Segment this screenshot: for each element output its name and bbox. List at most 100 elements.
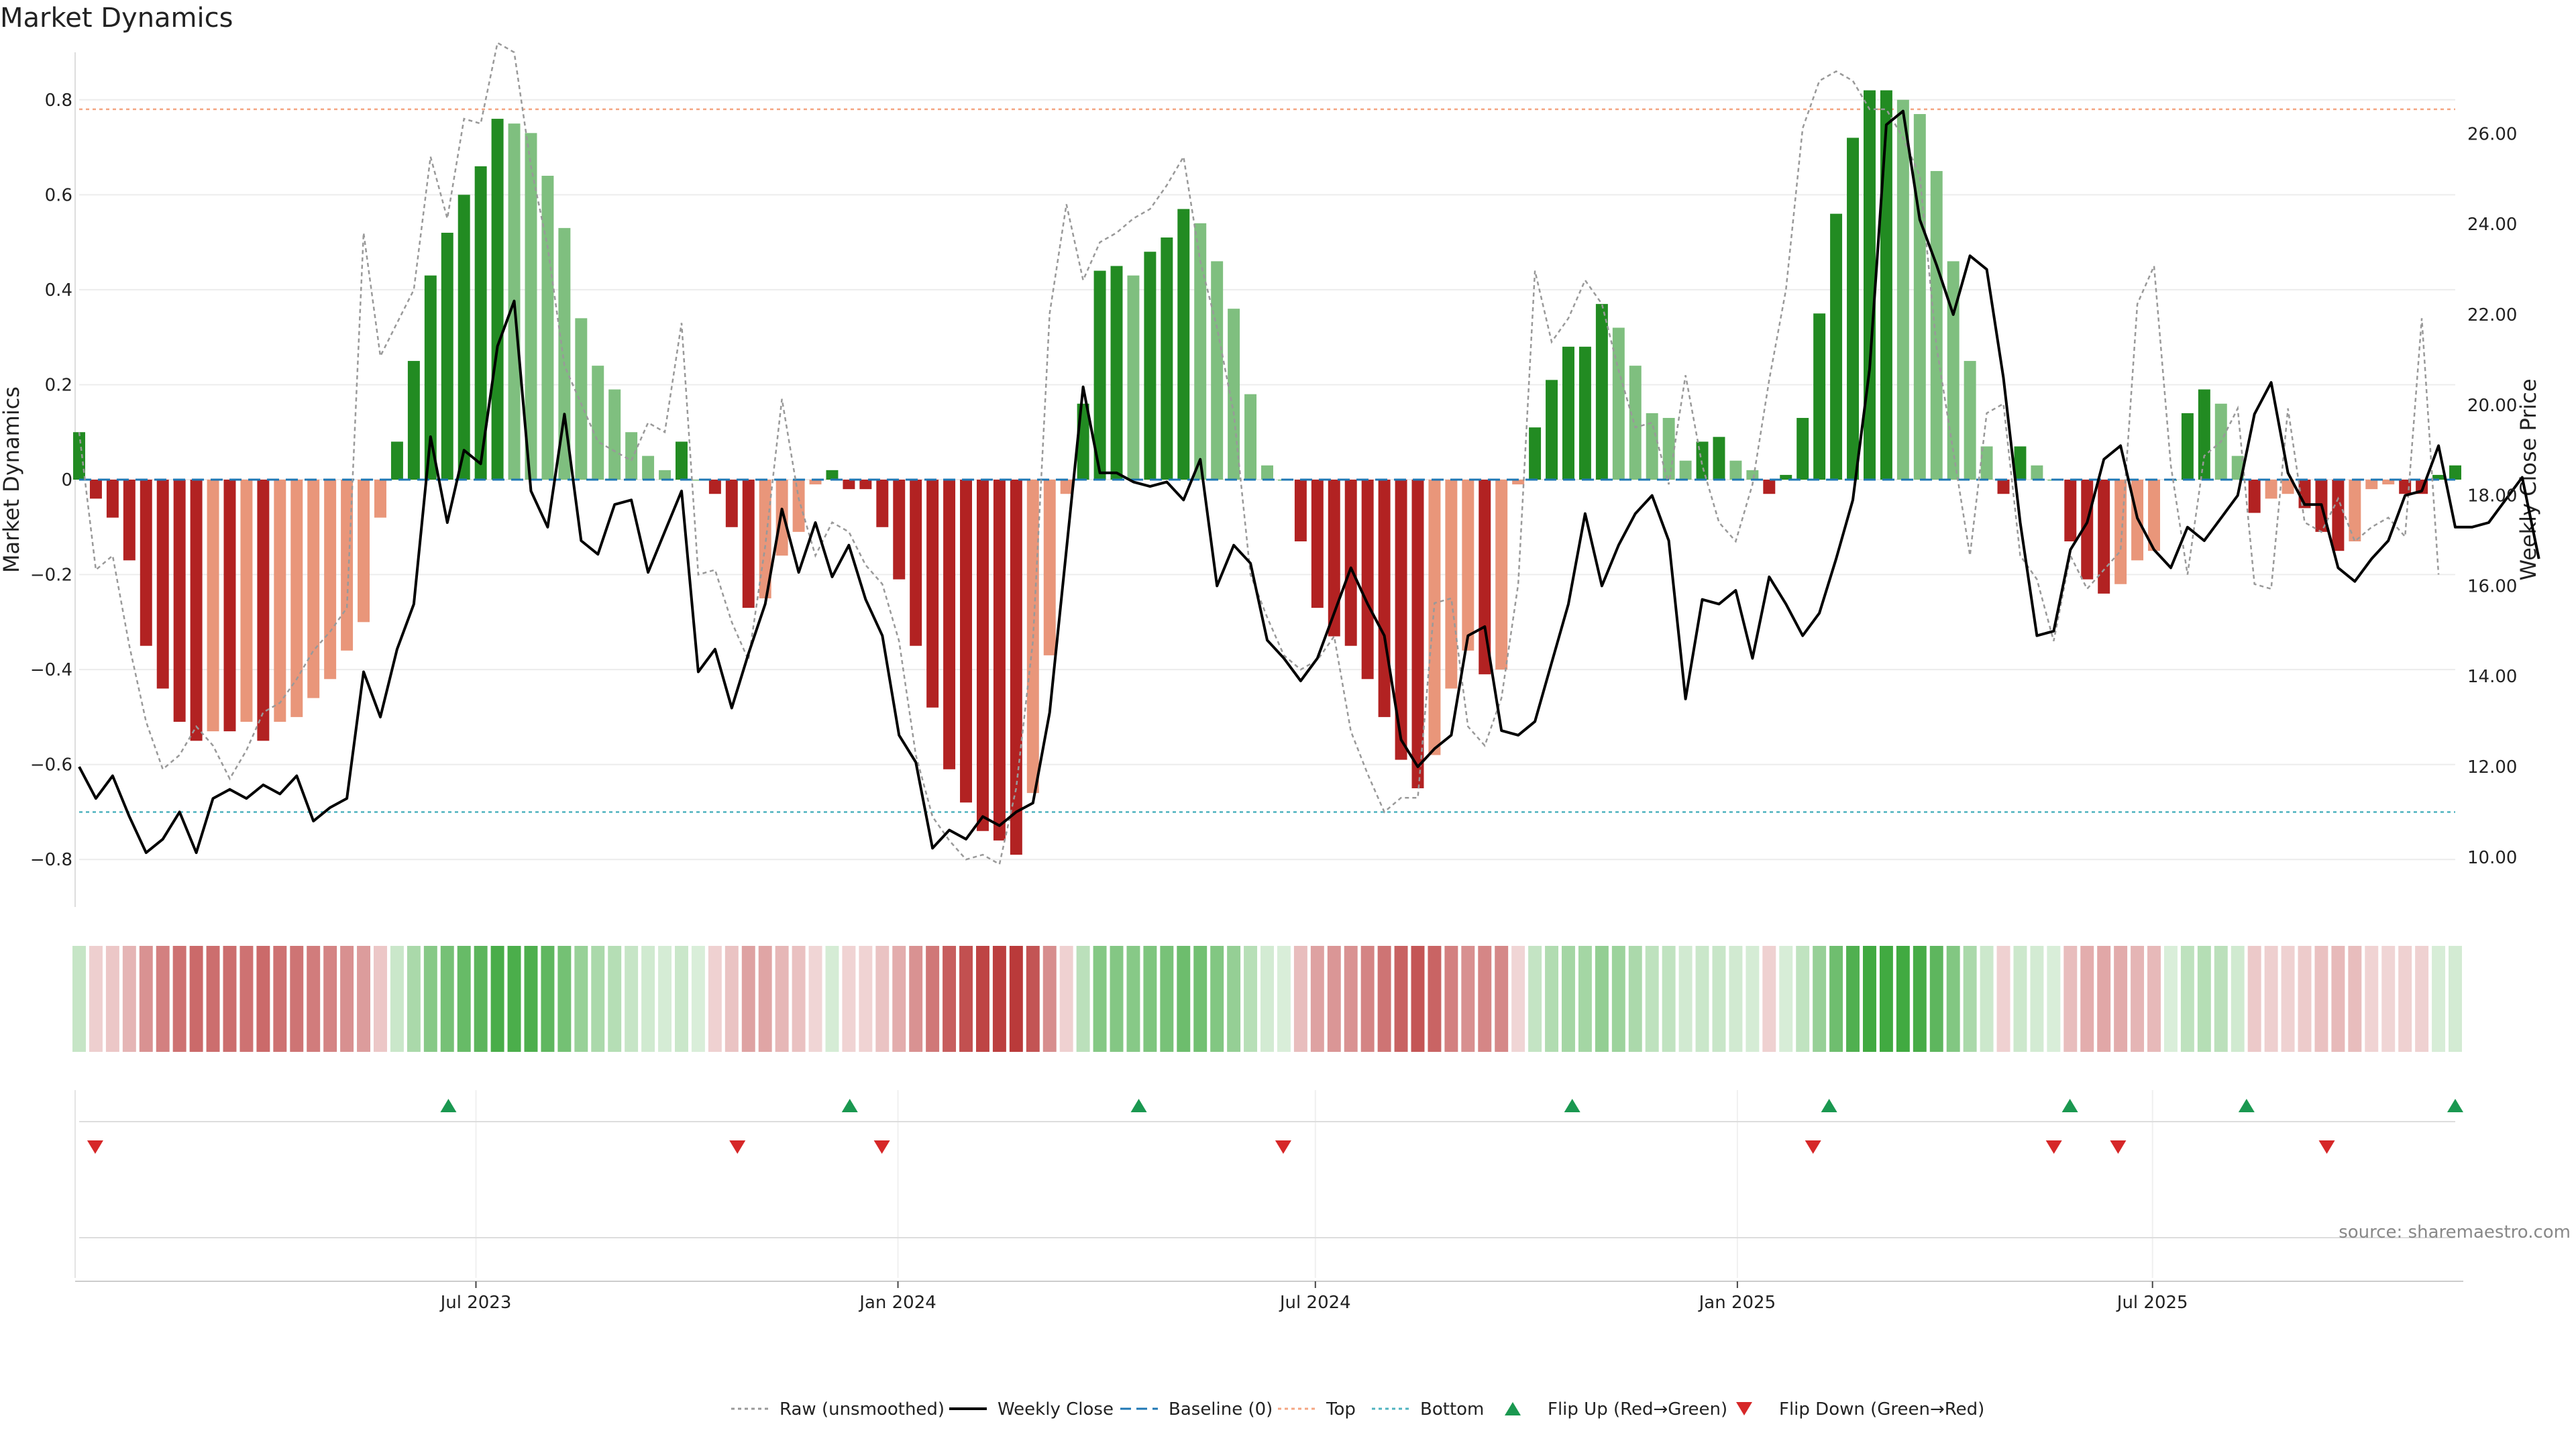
dynamics-bar [290,480,303,717]
weekly-close-series [78,109,2540,855]
regime-strip-cell [1210,946,1224,1052]
legend-label: Flip Down (Green→Red) [1779,1399,1984,1419]
regime-strip-cell [290,946,304,1052]
regime-strip-cell [1193,946,1208,1052]
regime-strip-cell [1678,946,1693,1052]
y-tick-label-left: −0.6 [30,755,72,775]
regime-strip-cell [172,946,186,1052]
dynamics-bar [2248,480,2261,513]
regime-strip-cell [2348,946,2362,1052]
regime-strip-cell [1143,946,1157,1052]
regime-strip-cell [1695,946,1709,1052]
dynamics-bar [73,432,85,480]
regime-strip-cell [541,946,555,1052]
regime-strip-cell [1980,946,1994,1052]
flip-up-marker [1130,1099,1147,1112]
regime-strip-cell [2080,946,2094,1052]
weekly-close-line [78,109,2540,855]
regime-strip-cell [507,946,521,1052]
regime-strip-cell [307,946,321,1052]
regime-strip-cell [825,946,839,1052]
dynamics-bar [1896,99,1909,480]
regime-strip-cell [1059,946,1073,1052]
regime-strip-cell [574,946,588,1052]
dynamics-bar [2432,474,2445,480]
dynamics-bar [659,470,672,480]
y-axis-label-left: Market Dynamics [0,386,24,573]
regime-strip-cell [1411,946,1425,1052]
dynamics-bar [1311,480,1324,608]
regime-strip-cell [1813,946,1827,1052]
x-tick-label: Jul 2025 [2116,1293,2188,1313]
dynamics-bar [1161,237,1173,480]
dynamics-bar [1177,209,1190,480]
regime-strip-cell [2264,946,2278,1052]
regime-strip-cell [1528,946,1542,1052]
regime-strip-cell [2231,946,2245,1052]
dynamics-bar [1344,480,1357,646]
dynamics-bar [1612,327,1625,480]
dynamics-bar [708,480,721,494]
dynamics-bar [893,480,906,580]
legend-label: Raw (unsmoothed) [780,1399,945,1419]
dynamics-bar [1445,480,1458,689]
dynamics-bar [2031,465,2043,480]
dynamics-bar [358,480,370,623]
y-tick-label-right: 16.00 [2467,576,2517,596]
y-tick-label-left: −0.8 [30,850,72,870]
dynamics-bar [307,480,320,698]
regime-strip-cell [557,946,572,1052]
flip-down-marker [2110,1140,2127,1154]
dynamics-bar [207,480,219,732]
regime-strip-cell [758,946,772,1052]
regime-strip-cell [407,946,421,1052]
dynamics-bar [474,166,487,480]
regime-strip-cell [323,946,337,1052]
legend-item: Weekly Close [949,1399,1114,1419]
dynamics-bar [1428,480,1441,755]
regime-strip-cell [357,946,371,1052]
legend-item: Flip Up (Red→Green) [1505,1399,1727,1419]
regime-strip-cell [792,946,806,1052]
y-tick-label-left: −0.2 [30,566,72,586]
dynamics-bar [642,455,655,480]
dynamics-bar [943,480,956,769]
chart-title: Market Dynamics [0,3,233,34]
flip-down-marker [87,1140,103,1154]
regime-strip-cell [842,946,856,1052]
dynamics-bar [1696,441,1709,480]
dynamics-bar [2198,389,2210,480]
dynamics-bar [491,119,504,480]
dynamics-bar [2231,455,2244,480]
regime-strip-cell [1009,946,1023,1052]
dynamics-bar [2399,480,2412,494]
dynamics-bar [1980,446,1993,480]
dynamics-bar [1595,304,1608,480]
regime-strip-cell [390,946,404,1052]
regime-strip-cell [1746,946,1760,1052]
dynamics-bar [390,441,403,480]
dynamics-bar [2349,480,2361,542]
regime-strip-cell [2381,946,2396,1052]
dynamics-bar [1629,366,1642,480]
dynamics-bar [424,275,437,480]
regime-strip-cell [1428,946,1442,1052]
y-tick-label-left: 0 [61,470,72,490]
regime-strip-cell [2163,946,2178,1052]
dynamics-bar [1244,394,1257,480]
regime-strip-cell [156,946,170,1052]
dynamics-bar [541,176,554,480]
y-tick-label-right: 18.00 [2467,486,2517,506]
dynamics-bar [1562,346,1574,480]
regime-strip-cell [1394,946,1408,1052]
regime-strip-cell [223,946,237,1052]
y-tick-label-right: 12.00 [2467,757,2517,777]
x-tick-label: Jul 2023 [439,1293,512,1313]
y-tick-label-left: −0.4 [30,660,72,680]
dynamics-bar [792,480,805,532]
regime-strip [72,946,2462,1052]
regime-strip-cell [926,946,940,1052]
y-tick-label-right: 20.00 [2467,396,2517,416]
regime-strip-cell [1495,946,1509,1052]
dynamics-bar [843,480,855,490]
